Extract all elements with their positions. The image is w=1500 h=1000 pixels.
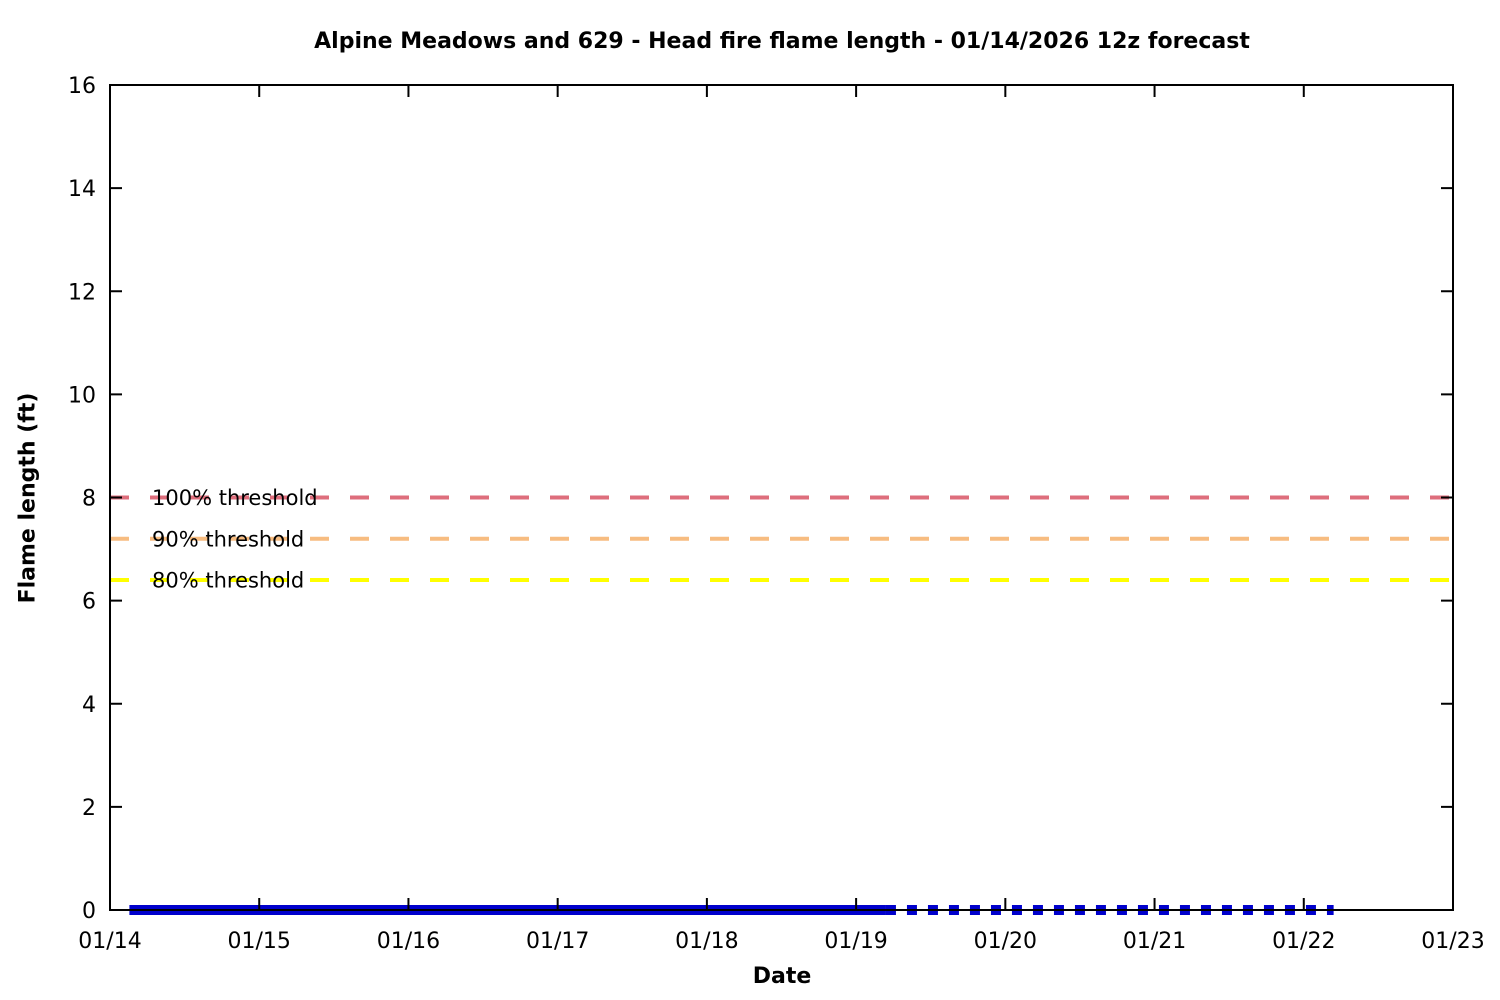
threshold-label-90-threshold: 90% threshold — [152, 527, 304, 551]
x-axis-title: Date — [752, 964, 812, 989]
x-tick-label-01/23: 01/23 — [1421, 929, 1484, 954]
y-tick-label-8: 8 — [82, 487, 96, 512]
x-tick-label-01/14: 01/14 — [78, 929, 141, 954]
x-tick-label-01/20: 01/20 — [974, 929, 1037, 954]
x-tick-label-01/19: 01/19 — [824, 929, 887, 954]
x-tick-label-01/15: 01/15 — [228, 929, 291, 954]
x-tick-label-01/16: 01/16 — [377, 929, 440, 954]
y-tick-label-10: 10 — [68, 383, 96, 408]
y-tick-label-6: 6 — [82, 590, 96, 615]
y-tick-label-2: 2 — [82, 796, 96, 821]
x-tick-label-01/22: 01/22 — [1272, 929, 1335, 954]
threshold-label-80-threshold: 80% threshold — [152, 569, 304, 593]
y-tick-label-0: 0 — [82, 899, 96, 924]
threshold-label-100-threshold: 100% threshold — [152, 486, 318, 510]
x-tick-label-01/18: 01/18 — [675, 929, 738, 954]
x-tick-label-01/17: 01/17 — [526, 929, 589, 954]
y-tick-label-16: 16 — [68, 74, 96, 99]
x-tick-label-01/21: 01/21 — [1123, 929, 1186, 954]
y-tick-label-4: 4 — [82, 693, 96, 718]
chart-title: Alpine Meadows and 629 - Head fire flame… — [314, 29, 1250, 54]
y-tick-label-14: 14 — [68, 177, 96, 202]
y-tick-label-12: 12 — [68, 280, 96, 305]
